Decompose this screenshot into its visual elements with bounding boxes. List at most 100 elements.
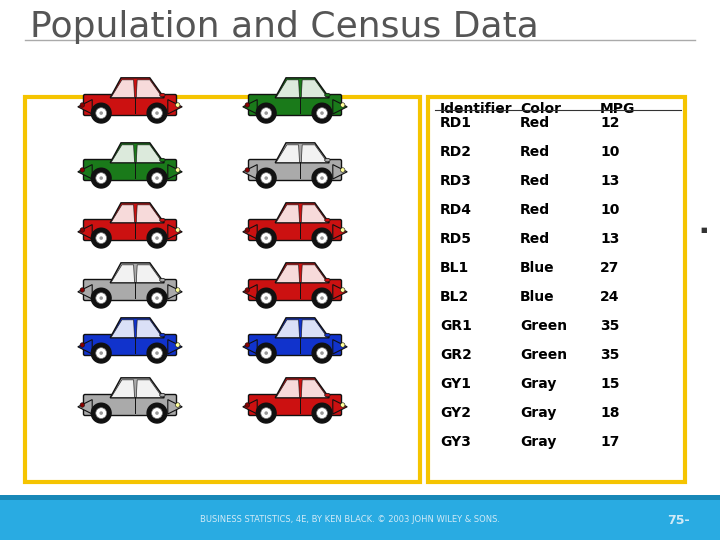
Ellipse shape [80,103,84,107]
Ellipse shape [176,288,180,292]
Polygon shape [110,143,164,163]
Ellipse shape [96,408,107,418]
Ellipse shape [312,343,332,363]
Polygon shape [275,378,329,398]
Text: 27: 27 [600,261,619,275]
Text: Green: Green [520,319,567,333]
Ellipse shape [320,237,324,240]
Polygon shape [276,145,300,163]
Text: 18: 18 [600,406,619,420]
Polygon shape [276,380,300,397]
Ellipse shape [176,103,180,107]
Text: RD5: RD5 [440,232,472,246]
Polygon shape [168,225,182,239]
Ellipse shape [160,333,165,337]
Ellipse shape [96,173,107,184]
Ellipse shape [152,293,163,303]
Ellipse shape [317,107,328,118]
Ellipse shape [80,228,84,232]
Text: GY1: GY1 [440,377,471,391]
FancyBboxPatch shape [84,334,176,355]
Bar [0,500,720,540]
Ellipse shape [80,403,84,407]
Ellipse shape [312,288,332,308]
Ellipse shape [264,176,268,180]
Ellipse shape [147,343,167,363]
Ellipse shape [91,403,111,423]
Text: Gray: Gray [520,435,557,449]
Ellipse shape [341,403,345,407]
Polygon shape [333,165,347,179]
Ellipse shape [261,107,271,118]
Polygon shape [276,265,300,282]
Ellipse shape [256,288,276,308]
Ellipse shape [256,228,276,248]
Ellipse shape [156,296,159,300]
Polygon shape [333,340,347,354]
Ellipse shape [160,93,165,97]
Ellipse shape [156,411,159,415]
Polygon shape [275,318,329,338]
Text: MPG: MPG [600,102,635,116]
Polygon shape [111,205,135,222]
Polygon shape [111,145,135,163]
Ellipse shape [341,228,345,232]
Polygon shape [243,225,257,239]
Polygon shape [333,99,347,114]
Ellipse shape [91,168,111,188]
Ellipse shape [320,111,324,115]
Ellipse shape [176,343,180,347]
Ellipse shape [96,293,107,303]
Ellipse shape [341,343,345,347]
Ellipse shape [147,288,167,308]
Polygon shape [333,400,347,414]
Ellipse shape [312,403,332,423]
FancyBboxPatch shape [248,219,341,240]
Ellipse shape [261,233,271,244]
Polygon shape [243,165,257,179]
Polygon shape [136,205,163,222]
Ellipse shape [245,228,250,232]
Text: 13: 13 [600,174,619,188]
Text: BUSINESS STATISTICS, 4E, BY KEN BLACK. © 2003 JOHN WILEY & SONS.: BUSINESS STATISTICS, 4E, BY KEN BLACK. ©… [200,516,500,524]
Polygon shape [78,165,92,179]
Text: Red: Red [520,203,550,217]
Polygon shape [301,320,328,338]
Text: ■: ■ [700,227,706,233]
Text: 13: 13 [600,232,619,246]
Ellipse shape [99,296,103,300]
Ellipse shape [320,411,324,415]
Ellipse shape [325,93,330,97]
Polygon shape [243,340,257,354]
Ellipse shape [147,228,167,248]
Ellipse shape [320,352,324,355]
Ellipse shape [341,288,345,292]
Polygon shape [78,99,92,114]
Ellipse shape [80,168,84,172]
Text: Red: Red [520,145,550,159]
Text: BL2: BL2 [440,290,469,304]
Ellipse shape [256,168,276,188]
Text: RD1: RD1 [440,116,472,130]
Text: RD2: RD2 [440,145,472,159]
Polygon shape [168,285,182,299]
Ellipse shape [96,233,107,244]
Ellipse shape [147,403,167,423]
Text: Red: Red [520,174,550,188]
Polygon shape [243,400,257,414]
Text: Red: Red [520,116,550,130]
Polygon shape [111,80,135,97]
FancyBboxPatch shape [84,219,176,240]
Ellipse shape [156,111,159,115]
Ellipse shape [152,107,163,118]
Text: GY2: GY2 [440,406,471,420]
Ellipse shape [256,403,276,423]
Ellipse shape [317,408,328,418]
Polygon shape [275,263,329,283]
Bar [25,97,420,482]
Polygon shape [110,378,164,398]
Polygon shape [111,380,135,397]
Text: Identifier: Identifier [440,102,513,116]
Ellipse shape [176,168,180,172]
Ellipse shape [325,278,330,282]
